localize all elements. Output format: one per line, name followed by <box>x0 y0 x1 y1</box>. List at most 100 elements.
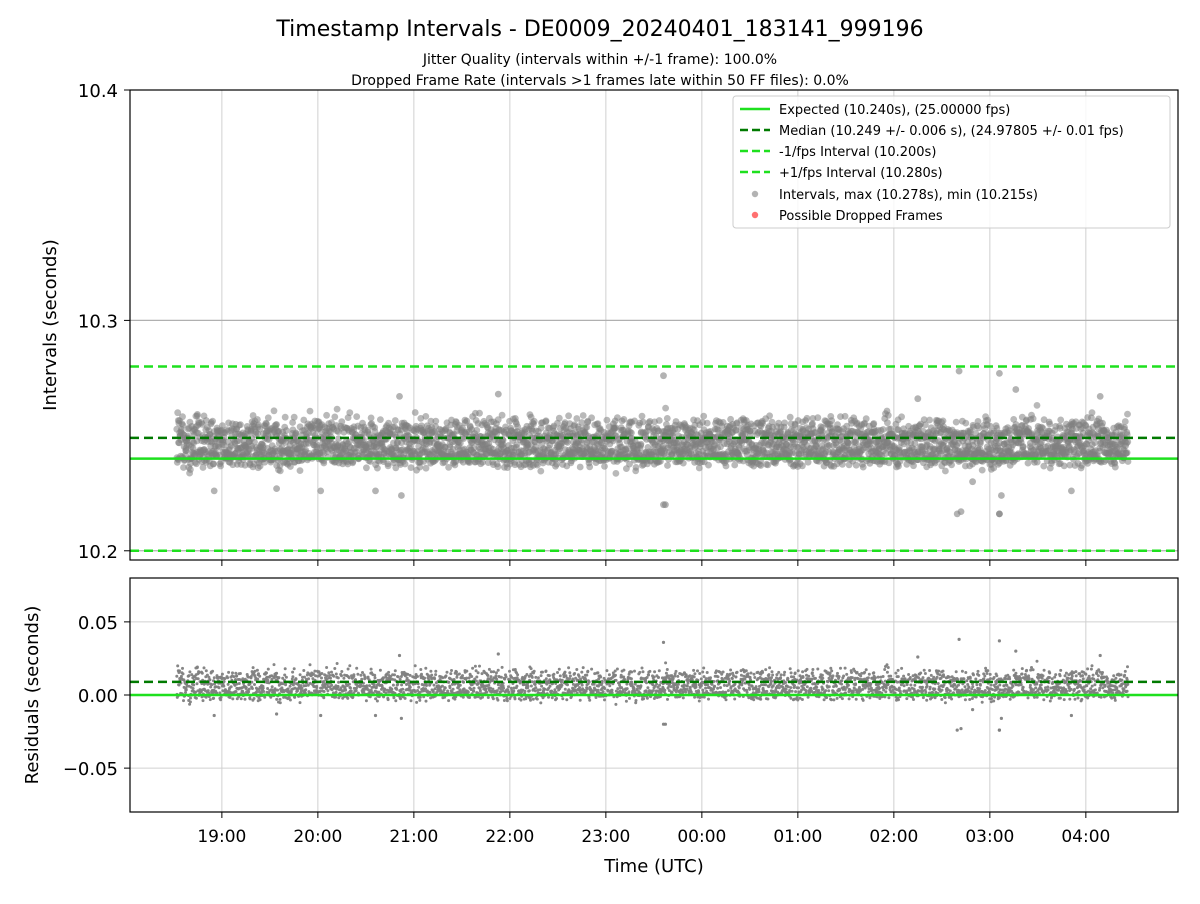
interval-point <box>1030 415 1037 422</box>
residual-point <box>235 675 238 678</box>
residual-point <box>491 688 494 691</box>
interval-outlier-point <box>211 488 218 495</box>
interval-point <box>194 411 201 418</box>
interval-outlier-point <box>1012 386 1019 393</box>
residual-point <box>525 673 528 676</box>
interval-point <box>1124 439 1131 446</box>
residual-point <box>252 666 255 669</box>
residual-point <box>320 677 323 680</box>
residual-point <box>531 676 534 679</box>
interval-point <box>271 407 278 414</box>
interval-point <box>565 412 572 419</box>
residual-point <box>270 678 273 681</box>
residual-point <box>330 684 333 687</box>
residual-point <box>501 666 504 669</box>
residual-point <box>203 666 206 669</box>
interval-point <box>187 466 194 473</box>
residual-point <box>467 691 470 694</box>
residual-point <box>211 670 214 673</box>
residual-point <box>253 683 256 686</box>
interval-point <box>979 467 986 474</box>
residual-point <box>332 675 335 678</box>
interval-point <box>320 460 327 467</box>
residual-point <box>500 676 503 679</box>
interval-point <box>926 417 933 424</box>
residual-point <box>271 685 274 688</box>
interval-point <box>331 414 338 421</box>
residual-point <box>325 666 328 669</box>
residual-point <box>304 688 307 691</box>
interval-point <box>860 464 867 471</box>
residual-point <box>514 697 517 700</box>
residual-point <box>458 673 461 676</box>
residual-point <box>497 669 500 672</box>
residual-point <box>490 675 493 678</box>
residual-point <box>218 686 221 689</box>
chart-subtitle-dropped: Dropped Frame Rate (intervals >1 frames … <box>351 73 849 89</box>
residual-point <box>455 671 458 674</box>
residual-point <box>410 699 413 702</box>
interval-point <box>586 464 593 471</box>
residual-point <box>278 676 281 679</box>
top-y-tick-label: 10.4 <box>78 81 118 102</box>
residual-point <box>192 684 195 687</box>
residual-point <box>505 675 508 678</box>
interval-outlier-point <box>914 395 921 402</box>
residual-point <box>492 697 495 700</box>
residual-point <box>227 671 230 674</box>
residual-point <box>425 684 428 687</box>
interval-point <box>209 418 216 425</box>
residual-point <box>302 669 305 672</box>
residual-point <box>512 690 515 693</box>
residual-point <box>409 674 412 677</box>
interval-point <box>910 462 917 469</box>
residual-point <box>444 686 447 689</box>
interval-point <box>282 414 289 421</box>
residual-point <box>531 680 534 683</box>
residual-point <box>329 677 332 680</box>
residual-point <box>222 685 225 688</box>
legend: Expected (10.240s), (25.00000 fps) Media… <box>733 96 1170 228</box>
interval-point <box>385 463 392 470</box>
interval-point <box>210 460 217 467</box>
legend-label-intervals: Intervals, max (10.278s), min (10.215s) <box>779 188 1038 203</box>
residual-point <box>409 686 412 689</box>
interval-outlier-point <box>958 508 965 515</box>
residual-point <box>350 690 353 693</box>
residual-point <box>340 670 343 673</box>
residual-point <box>267 668 270 671</box>
residual-point <box>506 699 509 702</box>
interval-point <box>588 414 595 421</box>
interval-point <box>543 417 550 424</box>
residual-point <box>346 697 349 700</box>
interval-point <box>531 418 538 425</box>
residual-point <box>479 689 482 692</box>
residual-point <box>337 685 340 688</box>
interval-point <box>297 467 304 474</box>
residual-point <box>549 685 552 688</box>
residual-point <box>420 673 423 676</box>
residual-point <box>201 672 204 675</box>
residual-point <box>257 672 260 675</box>
interval-outlier-point <box>1068 488 1075 495</box>
residual-point <box>474 665 477 668</box>
residual-point <box>234 672 237 675</box>
residual-point <box>373 674 376 677</box>
interval-point <box>942 468 949 475</box>
residual-point <box>245 686 248 689</box>
residual-point <box>356 673 359 676</box>
residual-point <box>256 678 259 681</box>
interval-point <box>307 408 314 415</box>
residual-point <box>528 689 531 692</box>
residual-point <box>192 687 195 690</box>
residual-point <box>417 686 420 689</box>
legend-label-plus-one-frame: +1/fps Interval (10.280s) <box>779 166 943 181</box>
residual-point <box>251 687 254 690</box>
residual-point <box>530 685 533 688</box>
residual-point <box>508 670 511 673</box>
residual-point <box>556 671 559 674</box>
interval-point <box>863 415 870 422</box>
residual-point <box>197 677 200 680</box>
residual-point <box>447 681 450 684</box>
